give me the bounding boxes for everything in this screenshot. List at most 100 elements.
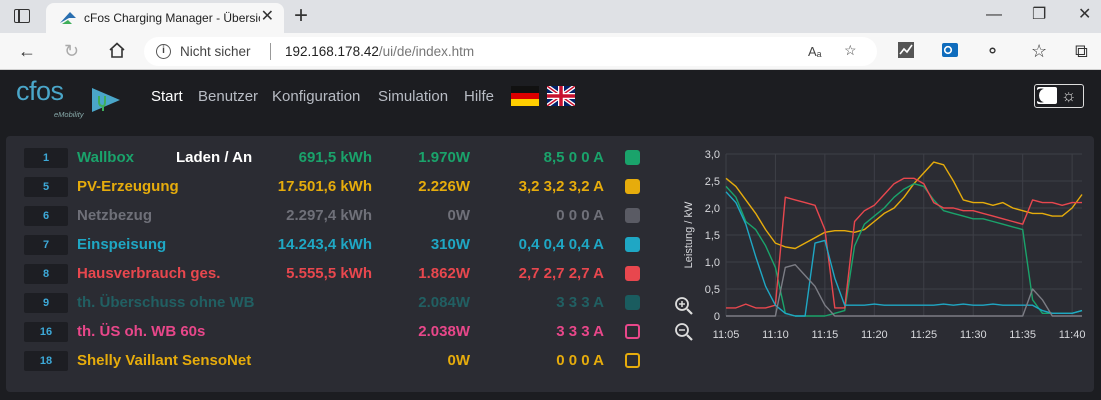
- device-id-badge[interactable]: 5: [24, 177, 68, 197]
- device-name[interactable]: Netzbezug: [77, 207, 152, 224]
- device-current: 0 0 0 A: [556, 352, 604, 369]
- device-id-badge[interactable]: 18: [24, 351, 68, 371]
- tab-close-icon[interactable]: ✕: [260, 8, 274, 25]
- extension-chart-icon[interactable]: [897, 41, 915, 59]
- chart-y-tick-label: 2,0: [705, 203, 720, 215]
- device-id-badge[interactable]: 8: [24, 264, 68, 284]
- url-host: 192.168.178.42: [285, 44, 379, 59]
- device-current: 8,5 0 0 A: [543, 149, 604, 166]
- zoom-in-icon[interactable]: [674, 296, 694, 316]
- device-row[interactable]: 9 th. Überschuss ohne WB 2.084W 3 3 3 A: [24, 291, 644, 315]
- cfos-logo[interactable]: cfos eMobility: [16, 76, 126, 120]
- menu-konfiguration[interactable]: Konfiguration: [272, 88, 361, 105]
- device-row[interactable]: 18 Shelly Vaillant SensoNet 0W 0 0 0 A: [24, 349, 644, 373]
- device-power: 2.084W: [418, 294, 470, 311]
- browser-tab-bar: cFos Charging Manager - Übersicht ✕ + — …: [0, 0, 1101, 33]
- url-divider: [270, 43, 271, 60]
- chart-x-tick-label: 11:25: [910, 329, 937, 341]
- cfos-favicon-icon: [60, 12, 76, 24]
- uk-flag-icon[interactable]: [547, 86, 575, 106]
- device-power: 1.970W: [418, 149, 470, 166]
- menu-hilfe[interactable]: Hilfe: [464, 88, 495, 105]
- device-current: 0,4 0,4 0,4 A: [518, 236, 604, 253]
- browser-tab[interactable]: cFos Charging Manager - Übersicht ✕: [46, 3, 284, 33]
- address-bar[interactable]: i Nicht sicher 192.168.178.42/ui/de/inde…: [144, 37, 877, 66]
- chart-series-line: [725, 161, 1083, 250]
- read-aloud-icon[interactable]: Aₐ: [808, 44, 822, 59]
- menu-benutzer[interactable]: Benutzer: [198, 88, 259, 105]
- chart-series-line: [726, 177, 1082, 309]
- device-color-toggle[interactable]: [625, 208, 640, 223]
- device-id-badge[interactable]: 1: [24, 148, 68, 168]
- device-name[interactable]: Shelly Vaillant SensoNet: [77, 352, 252, 369]
- device-power: 0W: [447, 207, 471, 224]
- favorites-icon[interactable]: ☆: [1031, 41, 1048, 61]
- device-id-badge[interactable]: 6: [24, 206, 68, 226]
- restore-icon[interactable]: ❐: [1032, 6, 1047, 23]
- device-row[interactable]: 8 Hausverbrauch ges. 5.555,5 kWh 1.862W 2,7 …: [24, 262, 644, 286]
- chart-y-tick-label: 1,5: [705, 230, 720, 242]
- chart-x-tick-label: 11:20: [861, 329, 888, 341]
- chart-y-tick-label: 1,0: [705, 257, 720, 269]
- device-name[interactable]: th. Überschuss ohne WB: [77, 294, 255, 311]
- back-icon[interactable]: ←: [18, 41, 36, 61]
- device-energy: 17.501,6 kWh: [277, 178, 372, 195]
- device-color-toggle[interactable]: [625, 237, 640, 252]
- menu-start[interactable]: Start: [151, 88, 183, 105]
- german-flag-icon[interactable]: [511, 86, 539, 106]
- refresh-icon[interactable]: ↻: [64, 41, 80, 61]
- device-row[interactable]: 6 Netzbezug 2.297,4 kWh 0W 0 0 0 A: [24, 204, 644, 228]
- device-name[interactable]: Wallbox: [77, 149, 134, 166]
- device-row[interactable]: 16 th. ÜS oh. WB 60s 2.038W 3 3 3 A: [24, 320, 644, 344]
- device-power: 0W: [447, 352, 471, 369]
- minimize-icon[interactable]: —: [986, 6, 1002, 23]
- chart-x-tick-label: 11:40: [1059, 329, 1086, 341]
- device-id-badge[interactable]: 7: [24, 235, 68, 255]
- device-id-badge[interactable]: 16: [24, 322, 68, 342]
- chart-x-tick-label: 11:30: [960, 329, 987, 341]
- device-color-toggle[interactable]: [625, 179, 640, 194]
- tab-actions-icon[interactable]: [14, 9, 30, 23]
- url-path: /ui/de/index.htm: [378, 44, 475, 59]
- dashboard-panel: 1 Wallbox Laden / An 691,5 kWh 1.970W 8,5 0 0…: [6, 136, 1094, 392]
- device-color-toggle[interactable]: [625, 150, 640, 165]
- device-energy: 2.297,4 kWh: [286, 207, 372, 224]
- device-color-toggle[interactable]: [625, 324, 640, 339]
- device-row[interactable]: 5 PV-Erzeugung 17.501,6 kWh 2.226W 3,2 3,2 3…: [24, 175, 644, 199]
- collections-icon[interactable]: ⧉: [1075, 41, 1088, 61]
- window-close-icon[interactable]: ✕: [1078, 6, 1092, 23]
- device-name[interactable]: PV-Erzeugung: [77, 178, 179, 195]
- new-tab-button[interactable]: +: [294, 2, 309, 29]
- device-row[interactable]: 1 Wallbox Laden / An 691,5 kWh 1.970W 8,5 0 0…: [24, 146, 644, 170]
- device-energy: 5.555,5 kWh: [286, 265, 372, 282]
- device-color-toggle[interactable]: [625, 266, 640, 281]
- extensions-icon[interactable]: ⚬: [985, 41, 1001, 61]
- chart-series-line: [726, 263, 1082, 317]
- menu-simulation[interactable]: Simulation: [378, 88, 449, 105]
- chart-x-tick-label: 11:05: [713, 329, 740, 341]
- address-toolbar: ← ↻ i Nicht sicher 192.168.178.42/ui/de/…: [0, 33, 1101, 70]
- home-icon[interactable]: [108, 41, 126, 59]
- power-chart: 3,0 2,5 2,0 1,5 1,0 0,5 0 11:05 11:10 11:15 11:20 1…: [683, 149, 1086, 341]
- chart-y-tick-label: 3,0: [705, 149, 720, 161]
- theme-toggle[interactable]: ☼: [1034, 84, 1084, 108]
- device-color-toggle[interactable]: [625, 353, 640, 368]
- device-current: 3 3 3 A: [556, 323, 604, 340]
- security-status[interactable]: Nicht sicher: [180, 44, 251, 59]
- zoom-out-icon[interactable]: [674, 322, 694, 342]
- moon-icon: [1034, 87, 1057, 104]
- device-name[interactable]: th. ÜS oh. WB 60s: [77, 323, 206, 340]
- device-id-badge[interactable]: 9: [24, 293, 68, 313]
- info-icon[interactable]: i: [156, 44, 171, 59]
- url-text[interactable]: 192.168.178.42/ui/de/index.htm: [285, 44, 474, 59]
- device-current: 3 3 3 A: [556, 294, 604, 311]
- device-row[interactable]: 7 Einspeisung 14.243,4 kWh 310W 0,4 0,4 0,4 …: [24, 233, 644, 257]
- device-name[interactable]: Einspeisung: [77, 236, 167, 253]
- chart-y-axis-label: Leistung / kW: [683, 201, 695, 268]
- outlook-icon[interactable]: [941, 41, 959, 59]
- favorite-add-icon[interactable]: ☆: [844, 42, 857, 58]
- device-color-toggle[interactable]: [625, 295, 640, 310]
- device-name[interactable]: Hausverbrauch ges.: [77, 265, 221, 282]
- device-energy: 14.243,4 kWh: [277, 236, 372, 253]
- sun-icon: ☼: [1061, 86, 1077, 105]
